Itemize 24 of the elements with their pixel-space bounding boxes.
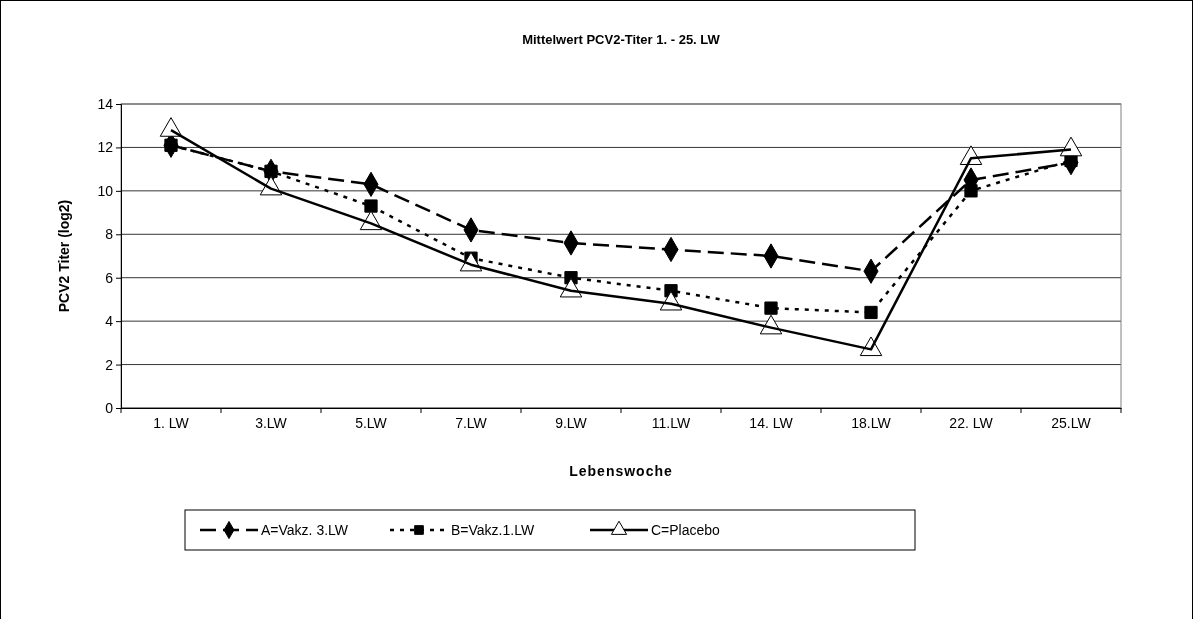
y-tick-label: 10 (97, 182, 114, 199)
x-tick-label: 18.LW (851, 414, 892, 431)
y-tick-label: 4 (105, 313, 114, 330)
x-tick-label: 7.LW (455, 414, 488, 431)
y-axis-title: PCV2 Titer (log2) (56, 199, 72, 313)
y-tick-label: 2 (105, 356, 114, 373)
x-axis-title: Lebenswoche (569, 463, 673, 479)
x-tick-label: 14. LW (749, 414, 794, 431)
y-tick-label: 8 (105, 226, 114, 243)
y-tick-label: 14 (97, 95, 114, 112)
x-tick-label: 3.LW (255, 414, 288, 431)
legend-label: C=Placebo (651, 522, 721, 538)
x-tick-label: 25.LW (1051, 414, 1092, 431)
x-tick-label: 1. LW (153, 414, 190, 431)
x-tick-label: 22. LW (949, 414, 994, 431)
y-tick-label: 0 (105, 399, 114, 416)
chart-title: Mittelwert PCV2-Titer 1. - 25. LW (522, 32, 721, 47)
x-tick-label: 5.LW (355, 414, 388, 431)
x-tick-label: 11.LW (651, 414, 691, 431)
legend-label: B=Vakz.1.LW (451, 522, 535, 538)
x-tick-label: 9.LW (555, 414, 588, 431)
y-tick-label: 12 (97, 139, 114, 156)
y-tick-label: 6 (105, 269, 114, 286)
legend-label: A=Vakz. 3.LW (261, 522, 349, 538)
